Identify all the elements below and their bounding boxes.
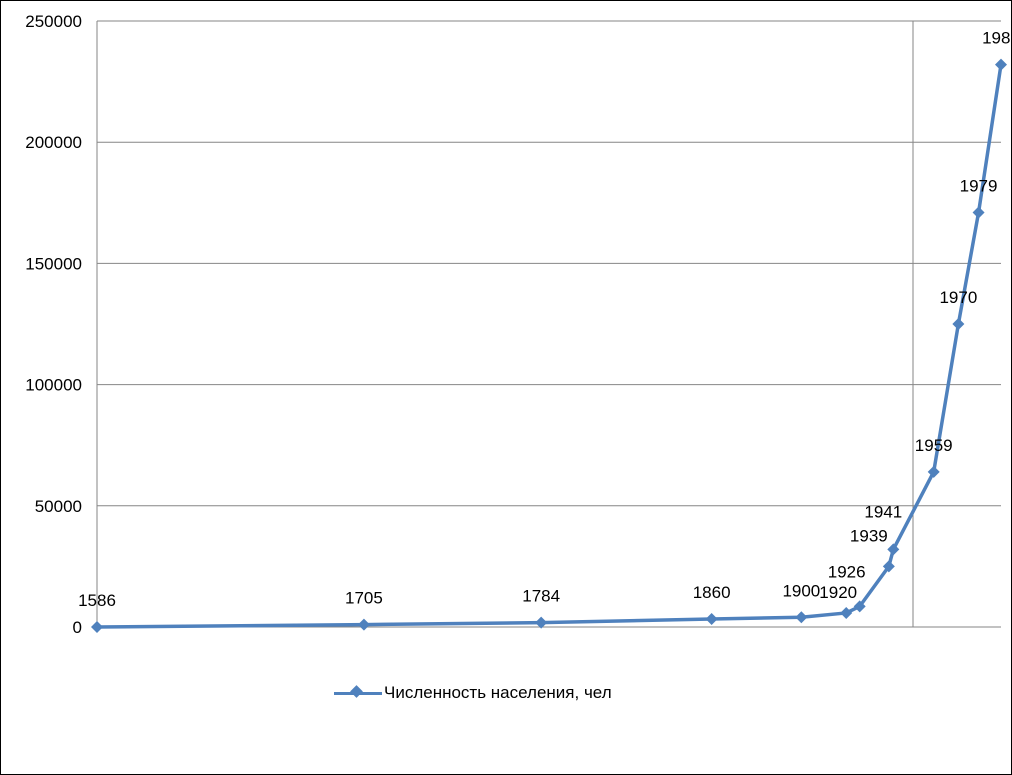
data-label: 1586 <box>78 591 116 610</box>
y-tick-label: 0 <box>73 618 82 637</box>
y-tick-label: 100000 <box>25 376 82 395</box>
data-point-marker <box>972 206 985 219</box>
y-tick-label: 50000 <box>35 497 82 516</box>
series-markers <box>91 58 1007 633</box>
data-point-marker <box>705 613 718 626</box>
data-label: 1989 <box>982 29 1012 48</box>
data-labels: 1586 1705 1784 1860 1900 1920 1926 1939 1941 1959… <box>78 29 1012 610</box>
data-point-marker <box>887 543 900 556</box>
y-axis-ticks: 0 50000 100000 150000 200000 250000 <box>25 12 82 637</box>
data-point-marker <box>795 611 808 624</box>
data-label: 1926 <box>828 562 866 581</box>
data-point-marker <box>853 600 866 613</box>
data-point-marker <box>840 606 853 619</box>
y-tick-label: 150000 <box>25 254 82 273</box>
legend-diamond-icon <box>350 685 363 698</box>
data-point-marker <box>952 318 965 330</box>
data-point-marker <box>535 616 548 629</box>
data-label: 1900 <box>782 581 820 600</box>
data-label: 1959 <box>915 436 953 455</box>
data-label: 1920 <box>819 583 857 602</box>
y-tick-label: 200000 <box>25 133 82 152</box>
data-point-marker <box>91 621 103 633</box>
data-label: 1970 <box>939 288 977 307</box>
data-point-marker <box>357 618 370 631</box>
legend: Численность населения, чел <box>332 683 612 703</box>
data-point-marker <box>927 465 940 478</box>
data-label: 1860 <box>693 583 731 602</box>
legend-label: Численность населения, чел <box>384 683 612 702</box>
data-point-marker <box>995 58 1007 71</box>
data-label: 1939 <box>850 526 888 545</box>
y-tick-label: 250000 <box>25 12 82 31</box>
data-label: 1941 <box>864 502 902 521</box>
data-point-marker <box>882 560 895 573</box>
data-label: 1979 <box>960 176 998 195</box>
data-label: 1705 <box>345 589 383 608</box>
data-label: 1784 <box>522 587 560 606</box>
legend-swatch <box>332 683 384 703</box>
